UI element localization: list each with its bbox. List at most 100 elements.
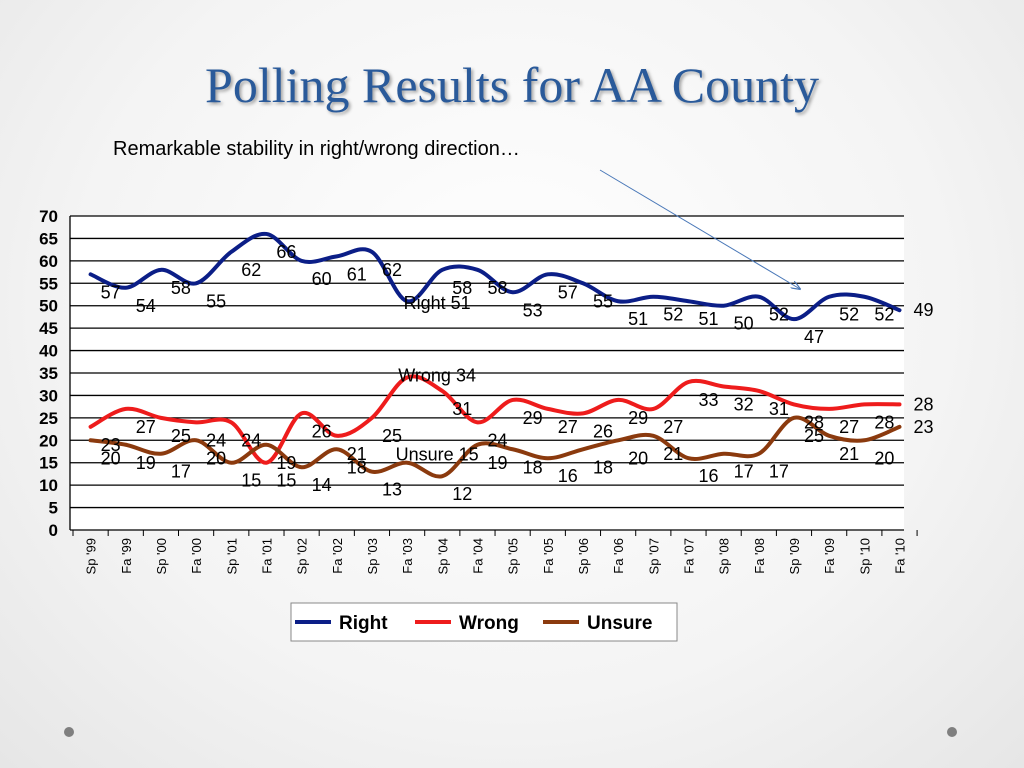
- data-label: 52: [769, 305, 789, 325]
- data-label: 47: [804, 327, 824, 347]
- y-tick-label: 10: [39, 476, 58, 495]
- x-tick-label: Fa '01: [259, 538, 274, 574]
- data-label: 21: [347, 444, 367, 464]
- data-label: 20: [874, 448, 894, 468]
- data-label: 51: [698, 309, 718, 329]
- data-label: 19: [136, 453, 156, 473]
- x-tick-label: Fa '10: [892, 538, 907, 574]
- x-tick-label: Sp '08: [717, 538, 732, 574]
- x-tick-label: Fa '09: [822, 538, 837, 574]
- data-label: 23: [913, 417, 933, 437]
- data-label: 21: [839, 444, 859, 464]
- legend-label-unsure: Unsure: [587, 613, 652, 634]
- data-label: 60: [312, 269, 332, 289]
- data-label: 62: [382, 260, 402, 280]
- slide-bullet-left: [64, 727, 74, 737]
- y-tick-label: 35: [39, 364, 58, 383]
- data-label: 61: [347, 264, 367, 284]
- data-label: 29: [523, 408, 543, 428]
- x-tick-label: Sp '06: [576, 538, 591, 574]
- data-label: Wrong 34: [398, 365, 476, 385]
- slide-subtitle: Remarkable stability in right/wrong dire…: [113, 138, 520, 160]
- data-label: 54: [136, 296, 156, 316]
- data-label: 26: [593, 421, 613, 441]
- data-label: 17: [769, 462, 789, 482]
- y-tick-label: 55: [39, 274, 58, 293]
- data-label: 27: [663, 417, 683, 437]
- data-label: 33: [698, 390, 718, 410]
- data-label: 52: [874, 305, 894, 325]
- x-tick-label: Sp '01: [224, 538, 239, 574]
- series-line-right: [88, 231, 902, 322]
- data-label: 57: [558, 282, 578, 302]
- data-label: 18: [347, 457, 367, 477]
- data-label: 58: [487, 278, 507, 298]
- data-label: 21: [663, 444, 683, 464]
- data-label: 18: [523, 457, 543, 477]
- data-label: 32: [734, 394, 754, 414]
- x-tick-label: Fa '07: [681, 538, 696, 574]
- data-label: 55: [593, 291, 613, 311]
- y-tick-label: 40: [39, 342, 58, 361]
- x-tick-label: Fa '99: [119, 538, 134, 574]
- slide-bullet-right: [947, 727, 957, 737]
- data-label: 57: [101, 282, 121, 302]
- data-label: 27: [839, 417, 859, 437]
- data-label: 25: [171, 426, 191, 446]
- x-tick-label: Fa '00: [189, 538, 204, 574]
- data-label: Right 51: [404, 293, 471, 313]
- gridlines: [70, 215, 904, 531]
- data-label: 20: [628, 448, 648, 468]
- legend: Right Wrong Unsure: [290, 602, 678, 642]
- data-label: 25: [804, 426, 824, 446]
- x-tick-label: Sp '05: [506, 538, 521, 574]
- x-tick-label: Sp '02: [295, 538, 310, 574]
- y-axis: 0 5 10 15 20 25 30 35 40 45 50 55 60 65 70: [39, 207, 71, 540]
- y-tick-label: 65: [39, 229, 58, 248]
- data-label: 52: [839, 305, 859, 325]
- x-tick-label: Sp '04: [435, 538, 450, 574]
- legend-label-right: Right: [339, 613, 388, 634]
- data-label: 24: [206, 430, 226, 450]
- data-label: 15: [276, 471, 296, 491]
- data-label: 16: [698, 466, 718, 486]
- y-tick-label: 25: [39, 409, 58, 428]
- data-label: 52: [663, 305, 683, 325]
- data-label: 15: [241, 471, 261, 491]
- series-line-unsure: [88, 415, 902, 479]
- legend-box: [290, 602, 678, 642]
- y-tick-label: 50: [39, 297, 58, 316]
- y-tick-label: 30: [39, 386, 58, 405]
- x-tick-label: Fa '03: [400, 538, 415, 574]
- data-label: 26: [312, 421, 332, 441]
- data-label: 29: [628, 408, 648, 428]
- data-label: 16: [558, 466, 578, 486]
- data-label: 18: [593, 457, 613, 477]
- data-label: 20: [101, 448, 121, 468]
- data-label: 53: [523, 300, 543, 320]
- x-tick-label: Sp '00: [154, 538, 169, 574]
- data-label: 12: [452, 484, 472, 504]
- data-label: 13: [382, 480, 402, 500]
- data-label: 66: [276, 242, 296, 262]
- x-axis: Sp '99 Fa '99 Sp '00 Fa '00 Sp '01 Fa '01 Sp '…: [72, 530, 918, 574]
- series-lines: [88, 231, 902, 479]
- data-label: 58: [171, 278, 191, 298]
- data-label: 17: [734, 462, 754, 482]
- y-tick-label: 0: [49, 521, 58, 540]
- x-tick-label: Sp '07: [646, 538, 661, 574]
- data-label: 14: [312, 475, 332, 495]
- data-label: 58: [452, 278, 472, 298]
- legend-label-wrong: Wrong: [459, 613, 519, 634]
- x-tick-label: Fa '02: [330, 538, 345, 574]
- y-tick-label: 45: [39, 319, 58, 338]
- callout-arrow: [599, 169, 800, 289]
- data-label: 51: [628, 309, 648, 329]
- data-label: 19: [276, 453, 296, 473]
- data-label: 62: [241, 260, 261, 280]
- data-label: 20: [206, 448, 226, 468]
- data-label: 28: [913, 394, 933, 414]
- x-tick-label: Fa '05: [541, 538, 556, 574]
